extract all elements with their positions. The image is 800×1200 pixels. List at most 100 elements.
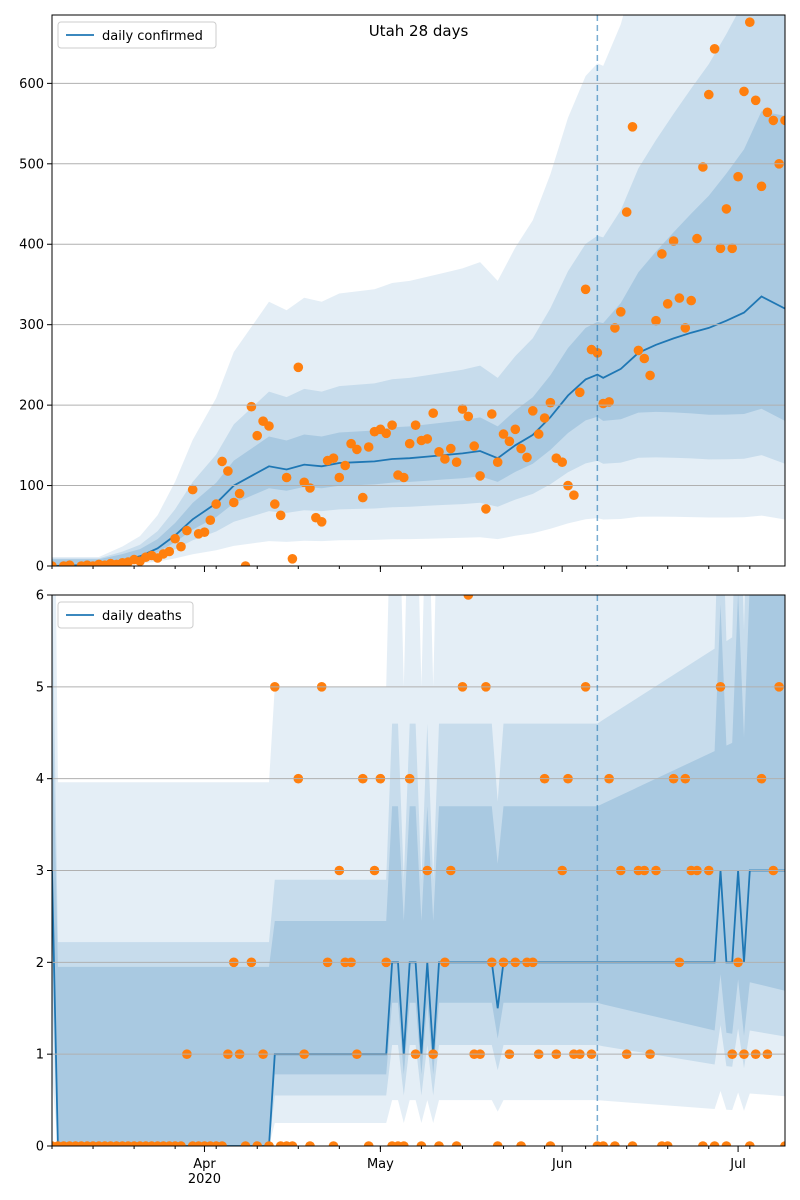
data-point (657, 249, 667, 259)
data-point (275, 510, 286, 521)
data-point (704, 89, 714, 100)
data-point (352, 444, 362, 455)
data-point (305, 483, 315, 493)
data-point (739, 86, 749, 97)
data-point (786, 82, 796, 92)
data-point (792, 17, 800, 27)
observed-points (52, 595, 796, 1146)
data-point (422, 434, 433, 444)
data-point (709, 44, 720, 54)
data-point (475, 471, 485, 481)
x-tick-sublabel: 2020 (188, 1172, 221, 1187)
data-point (446, 443, 456, 454)
data-point (662, 299, 673, 309)
data-point (604, 397, 614, 407)
data-point (557, 457, 567, 468)
data-point (434, 1141, 444, 1146)
data-point (399, 472, 409, 483)
data-point (451, 457, 462, 468)
data-point (387, 420, 397, 431)
x-tick-label: Jul (729, 1157, 746, 1172)
data-point (733, 171, 743, 182)
plot-area (52, 15, 800, 566)
data-point (492, 457, 503, 468)
data-point (234, 488, 245, 499)
data-point (487, 409, 497, 419)
legend-box (57, 21, 217, 49)
x-tick-label: May (367, 1157, 394, 1172)
data-point (580, 284, 591, 295)
data-point (674, 293, 685, 303)
data-point (176, 1141, 186, 1146)
data-point (217, 456, 227, 467)
data-point (363, 442, 374, 452)
data-point (598, 1141, 608, 1146)
data-point (293, 362, 304, 373)
data-point (358, 492, 368, 503)
data-point (187, 484, 198, 495)
confirmed-panel: 0 100 200 300 400 500 600 Utah 28 days daily con… (19, 14, 800, 575)
data-point (668, 236, 679, 246)
y-tick-label: 6 (36, 589, 44, 604)
data-point (545, 1141, 556, 1146)
data-point (780, 1141, 785, 1146)
data-point (305, 1141, 315, 1146)
data-point (721, 1141, 732, 1146)
axes-frame (51, 594, 786, 1147)
data-point (52, 561, 57, 566)
data-point (721, 204, 732, 214)
data-point (686, 295, 696, 306)
uncertainty-band (52, 15, 785, 566)
data-point (621, 207, 632, 217)
data-point (340, 460, 351, 471)
data-point (211, 499, 221, 509)
data-point (627, 1141, 638, 1146)
data-point (698, 1141, 708, 1146)
data-point (786, 866, 796, 876)
data-point (756, 181, 767, 192)
data-point (616, 307, 626, 317)
data-point (639, 353, 650, 364)
data-point (434, 447, 444, 457)
data-point (745, 1141, 755, 1146)
data-point (410, 420, 421, 431)
data-point (381, 428, 392, 439)
data-point (780, 115, 785, 126)
y-tick-label: 600 (19, 77, 44, 92)
data-point (504, 436, 515, 447)
data-point (252, 430, 262, 441)
data-point (281, 472, 292, 483)
data-point (709, 1141, 720, 1146)
data-point (457, 404, 468, 414)
data-point (516, 443, 526, 454)
data-point (64, 560, 75, 566)
chart-title: Utah 28 days (369, 22, 469, 40)
data-point (610, 323, 620, 333)
data-point (645, 370, 655, 381)
data-point (451, 1141, 462, 1146)
data-point (533, 429, 544, 439)
y-tick-label: 0 (36, 560, 44, 575)
data-point (334, 472, 345, 483)
data-point (651, 315, 661, 326)
data-point (199, 527, 210, 537)
y-tick-label: 5 (36, 680, 44, 695)
data-point (264, 1141, 274, 1146)
data-point (223, 466, 233, 476)
y-tick-label: 2 (36, 956, 44, 971)
data-point (170, 533, 180, 544)
data-point (240, 561, 251, 566)
y-tick-label: 100 (19, 479, 44, 494)
data-point (662, 1141, 673, 1146)
data-point (715, 243, 726, 254)
data-point (176, 541, 186, 552)
data-point (440, 454, 450, 464)
data-point (610, 1141, 620, 1146)
legend: daily deaths (57, 601, 194, 629)
data-point (164, 546, 175, 557)
data-point (592, 348, 603, 358)
y-tick-label: 0 (36, 1140, 44, 1155)
y-tick-label: 400 (19, 238, 44, 253)
data-point (399, 1141, 409, 1146)
